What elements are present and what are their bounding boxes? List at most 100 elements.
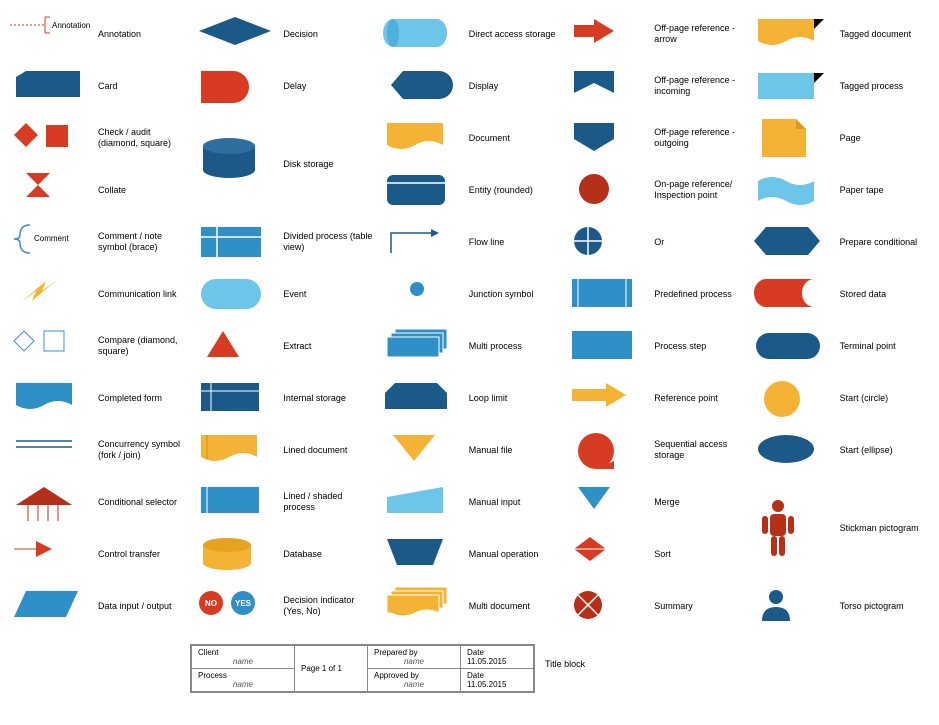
torso-icon [752,587,832,625]
legend-label: Comment / note symbol (brace) [98,231,187,253]
legend-item-or: Or [566,218,743,266]
title-block: Clientname Page 1 of 1 Prepared byname D… [190,644,535,693]
completed-form-icon [10,379,90,417]
legend-item-comm-link: Communication link [10,270,187,318]
legend-label: Sequential access storage [654,439,743,461]
legend-item-internal-storage: Internal storage [195,374,372,422]
legend-item-decision: Decision [195,10,372,58]
legend-label: Start (ellipse) [840,445,893,456]
legend-label: Manual input [469,497,521,508]
legend-label: Prepare conditional [840,237,918,248]
legend-item-junction: Junction symbol [381,270,558,318]
paper-tape-icon [752,171,832,209]
loop-limit-icon [381,379,461,417]
internal-storage-icon [195,379,275,417]
legend-item-multi-process: Multi process [381,322,558,370]
manual-op-icon [381,535,461,573]
document-icon [381,119,461,157]
legend-item-stored-data: Stored data [752,270,929,318]
legend-label: Off-page reference - incoming [654,75,743,97]
legend-item-event: Event [195,270,372,318]
legend-label: Communication link [98,289,177,300]
manual-input-icon [381,483,461,521]
terminal-icon [752,327,832,365]
legend-label: Predefined process [654,289,732,300]
legend-item-tagged-process: Tagged process [752,62,929,110]
legend-label: Decision [283,29,318,40]
title-block-row: Clientname Page 1 of 1 Prepared byname D… [190,636,929,693]
legend-item-database: Database [195,530,372,578]
legend-item-data-io: Data input / output [10,582,187,630]
legend-label: Off-page reference - arrow [654,23,743,45]
legend-label: Multi document [469,601,530,612]
legend-item-display: Display [381,62,558,110]
sort-icon [566,535,646,573]
or-icon [566,223,646,261]
legend-label: Control transfer [98,549,160,560]
comm-link-icon [10,275,90,313]
flowchart-legend-grid: AnnotationDecisionDirect access storageO… [10,10,929,630]
legend-label: Collate [98,185,126,196]
legend-label: Disk storage [283,159,333,170]
start-circle-icon [752,379,832,417]
delay-icon [195,67,275,105]
control-transfer-icon [10,535,90,573]
legend-item-start-ellipse: Start (ellipse) [752,426,929,474]
onpage-ref-icon [566,171,646,209]
legend-item-page: Page [752,114,929,162]
legend-label: Manual operation [469,549,539,560]
legend-item-completed-form: Completed form [10,374,187,422]
legend-item-compare: Compare (diamond, square) [10,322,187,370]
seq-access-icon [566,431,646,469]
compare-icon [10,327,90,365]
legend-label: Display [469,81,499,92]
legend-label: Paper tape [840,185,884,196]
legend-label: Decision indicator (Yes, No) [283,595,372,617]
legend-label: Extract [283,341,311,352]
legend-label: On-page reference/ Inspection point [654,179,743,201]
comment-icon [10,223,90,261]
legend-label: Tagged process [840,81,904,92]
annotation-icon [10,15,90,53]
legend-label: Concurrency symbol (fork / join) [98,439,187,461]
legend-item-start-circle: Start (circle) [752,374,929,422]
legend-label: Compare (diamond, square) [98,335,187,357]
legend-item-sort: Sort [566,530,743,578]
junction-icon [381,275,461,313]
legend-item-manual-file: Manual file [381,426,558,474]
card-icon [10,67,90,105]
legend-item-process-step: Process step [566,322,743,370]
title-block-label: Title block [545,659,585,670]
legend-item-summary: Summary [566,582,743,630]
legend-label: Completed form [98,393,162,404]
legend-label: Start (circle) [840,393,889,404]
legend-label: Lined document [283,445,347,456]
legend-label: Document [469,133,510,144]
legend-item-multi-doc: Multi document [381,582,558,630]
legend-item-divided-process: Divided process (table view) [195,218,372,266]
legend-item-comment: Comment / note symbol (brace) [10,218,187,266]
legend-label: Summary [654,601,693,612]
legend-item-reference-point: Reference point [566,374,743,422]
direct-access-icon [381,15,461,53]
legend-label: Multi process [469,341,522,352]
database-icon [195,535,275,573]
legend-label: Delay [283,81,306,92]
summary-icon [566,587,646,625]
lined-doc-icon [195,431,275,469]
legend-item-card: Card [10,62,187,110]
legend-item-torso: Torso pictogram [752,582,929,630]
legend-label: Off-page reference - outgoing [654,127,743,149]
tagged-process-icon [752,67,832,105]
legend-item-stickman: Stickman pictogram [752,478,929,578]
event-icon [195,275,275,313]
legend-label: Reference point [654,393,718,404]
page-icon [752,115,832,161]
legend-item-collate: Collate [10,166,187,214]
legend-label: Check / audit (diamond, square) [98,127,187,149]
extract-icon [195,327,275,365]
legend-label: Entity (rounded) [469,185,533,196]
process-step-icon [566,327,646,365]
predef-process-icon [566,275,646,313]
reference-point-icon [566,379,646,417]
